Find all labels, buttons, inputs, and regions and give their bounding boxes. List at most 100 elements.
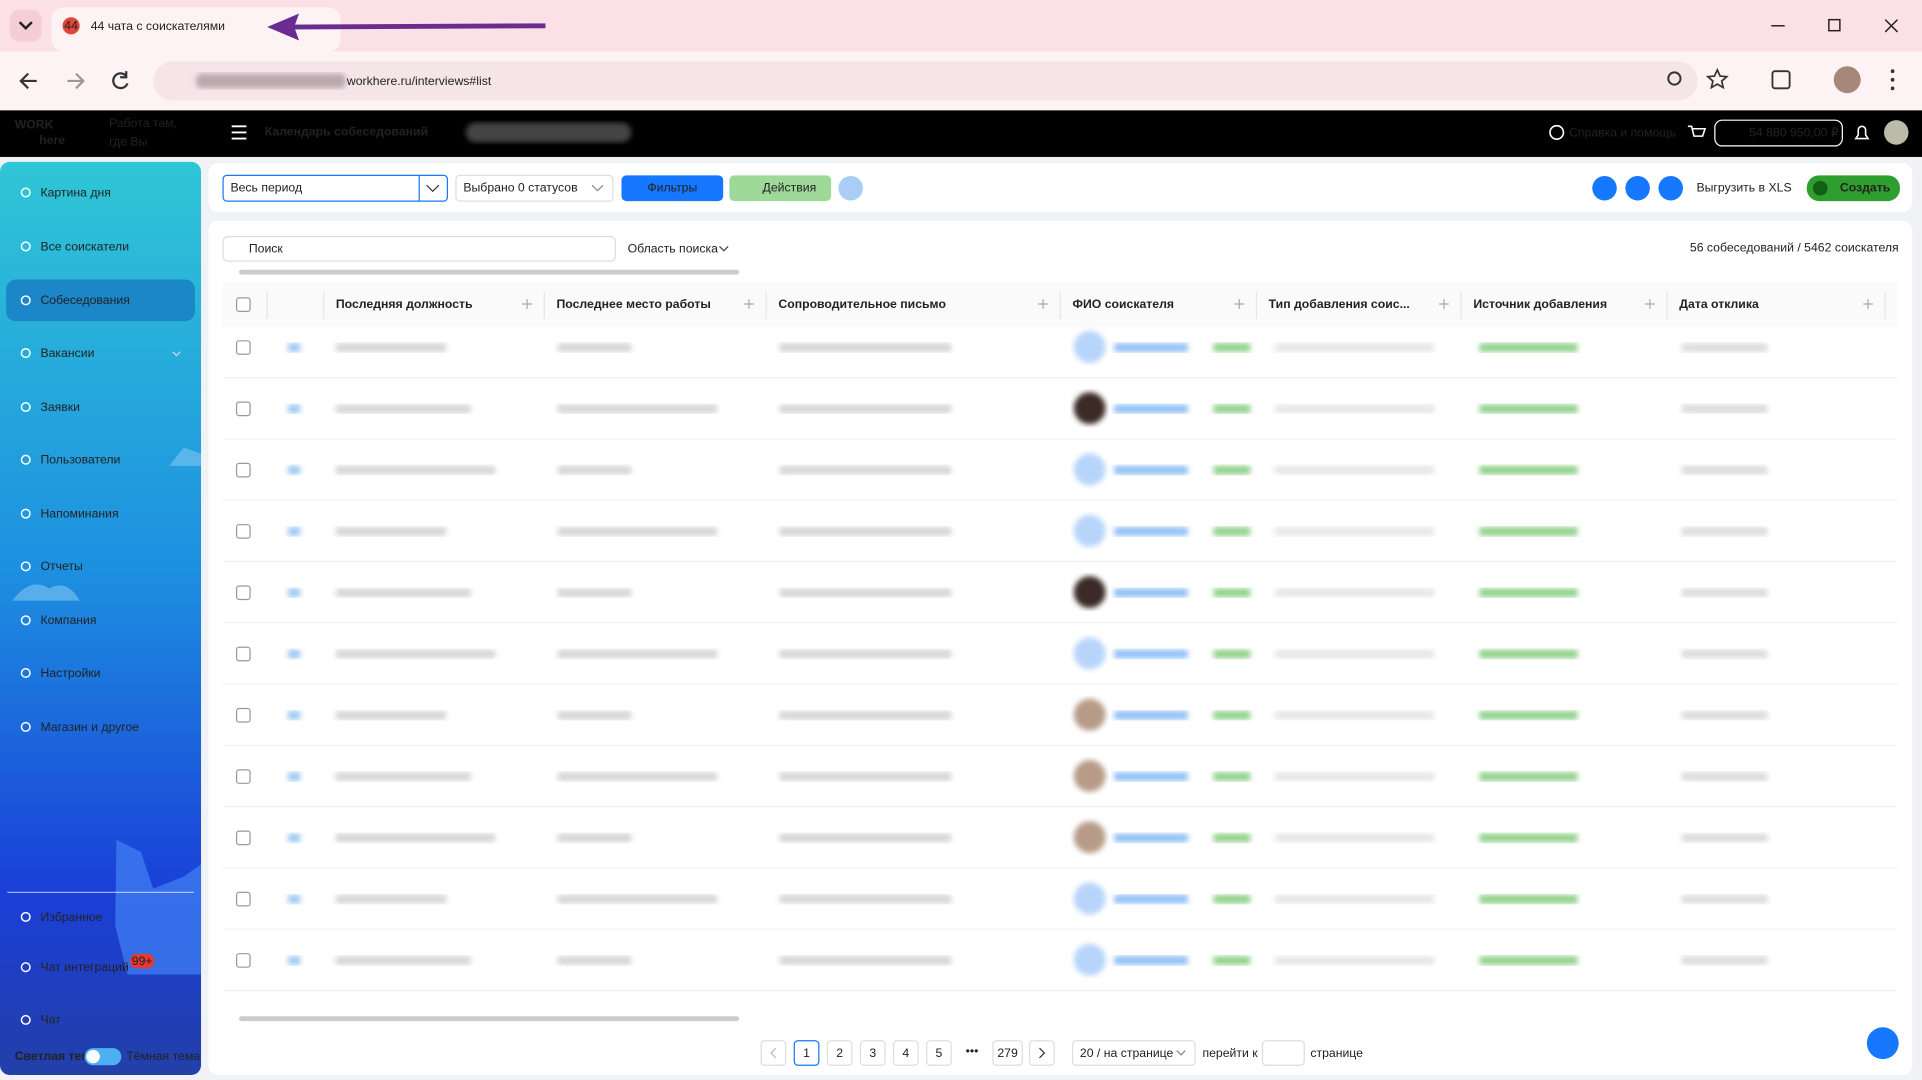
- nav-item[interactable]: Картина дня: [40, 185, 110, 199]
- user-blur: [465, 122, 632, 143]
- blurred-cell: [557, 956, 632, 965]
- cart[interactable]: [1687, 125, 1707, 137]
- column-header[interactable]: Тип добавления соис...: [1269, 297, 1410, 311]
- star[interactable]: [1705, 67, 1729, 90]
- blurred-cell: [1213, 588, 1251, 597]
- page-number: 2: [836, 1046, 843, 1060]
- row-checkbox[interactable]: [235, 830, 251, 846]
- button-label: Фильтры: [647, 180, 697, 194]
- row-checkbox[interactable]: [235, 646, 251, 662]
- period-select[interactable]: [222, 174, 449, 202]
- blurred-cell: [335, 404, 471, 414]
- table-card: [208, 220, 1913, 1076]
- column-header[interactable]: Последняя должность: [336, 297, 473, 311]
- back[interactable]: [19, 72, 37, 90]
- blurred-cell: [1114, 527, 1188, 536]
- tab-menu[interactable]: [9, 9, 42, 42]
- avatar[interactable]: [1884, 120, 1909, 145]
- blurred-cell: [779, 772, 952, 781]
- page-btn[interactable]: [793, 1040, 820, 1066]
- column-header[interactable]: Дата отклика: [1679, 297, 1759, 311]
- blurred-cell: [1213, 527, 1251, 536]
- icon-btn[interactable]: [1658, 175, 1683, 201]
- icon-btn[interactable]: [1592, 175, 1617, 201]
- icon-btn[interactable]: [1625, 175, 1650, 201]
- row-checkbox[interactable]: [235, 524, 251, 539]
- nav-item[interactable]: Избранное: [40, 910, 102, 924]
- nav-item[interactable]: Все соискатели: [40, 239, 129, 253]
- next-btn[interactable]: [1029, 1040, 1055, 1066]
- profile[interactable]: [1833, 66, 1861, 94]
- search-input[interactable]: [222, 236, 616, 262]
- goto-input[interactable]: [1261, 1040, 1305, 1066]
- nav-item[interactable]: Собеседования: [40, 293, 129, 307]
- chevron: [770, 1047, 777, 1059]
- button-label[interactable]: Выгрузить в XLS: [1696, 180, 1791, 194]
- scope-select[interactable]: Область поиска: [628, 242, 719, 256]
- blurred-cell: [1479, 833, 1578, 843]
- blurred-row: [288, 894, 1768, 904]
- nav-item[interactable]: Заявки: [40, 400, 80, 414]
- active-tab[interactable]: [51, 7, 341, 52]
- candidate-avatar: [1073, 331, 1106, 363]
- page-btn[interactable]: [992, 1040, 1023, 1066]
- blurred-cell: [1681, 465, 1768, 475]
- column-header[interactable]: Последнее место работы: [556, 297, 710, 311]
- nav-item[interactable]: Чат: [40, 1013, 61, 1027]
- row-checkbox[interactable]: [235, 769, 251, 784]
- row-checkbox[interactable]: [235, 340, 251, 355]
- select-all[interactable]: [235, 297, 251, 313]
- blurred-cell: [288, 894, 301, 904]
- column-header[interactable]: Сопроводительное письмо: [778, 297, 946, 311]
- url[interactable]: workhere.ru/interviews#list: [346, 74, 492, 88]
- column-header[interactable]: Источник добавления: [1473, 297, 1607, 311]
- status-select[interactable]: [455, 174, 614, 202]
- row-checkbox[interactable]: [235, 462, 251, 478]
- row-checkbox[interactable]: [235, 585, 251, 601]
- blurred-row: [288, 649, 1768, 659]
- create-btn[interactable]: [1806, 175, 1900, 202]
- blurred-cell: [1681, 343, 1768, 352]
- restore: [1828, 18, 1841, 32]
- blurred-cell: [779, 465, 952, 475]
- blurred-cell: [1213, 343, 1251, 352]
- button-label: Действия: [763, 180, 817, 194]
- forward[interactable]: [67, 72, 85, 90]
- help-link[interactable]: Справка и помощь: [1569, 125, 1676, 139]
- nav-item[interactable]: Напоминания: [40, 506, 118, 520]
- nav-item[interactable]: Чат интеграций: [40, 960, 128, 974]
- page-btn[interactable]: [826, 1040, 853, 1066]
- burger[interactable]: [231, 125, 247, 140]
- toggle-knob: [86, 1049, 100, 1064]
- row-checkbox[interactable]: [235, 707, 251, 723]
- nav-item[interactable]: Пользователи: [40, 453, 120, 467]
- balance-box[interactable]: [1714, 119, 1843, 147]
- nav-item[interactable]: Вакансии: [40, 346, 94, 360]
- blurred-cell: [1479, 527, 1578, 536]
- page-btn[interactable]: [926, 1040, 952, 1066]
- blurred-cell: [288, 649, 301, 659]
- page-btn[interactable]: [859, 1040, 886, 1066]
- prev-btn[interactable]: [760, 1040, 787, 1066]
- extensions[interactable]: [1771, 70, 1791, 90]
- tab-title[interactable]: 44 чата с соискателями: [91, 19, 225, 33]
- bell[interactable]: [1854, 125, 1870, 140]
- filters-btn[interactable]: [621, 175, 724, 202]
- nav-item[interactable]: Магазин и другое: [40, 720, 139, 734]
- chevron: [1039, 1047, 1046, 1059]
- omnibox[interactable]: [153, 61, 1698, 101]
- row-checkbox[interactable]: [235, 953, 251, 968]
- column-header[interactable]: ФИО соискателя: [1073, 297, 1175, 311]
- history-btn[interactable]: [838, 175, 863, 201]
- nav-item[interactable]: Компания: [40, 613, 96, 627]
- actions-btn[interactable]: [729, 175, 832, 202]
- tab-favicon: [62, 17, 80, 35]
- row-checkbox[interactable]: [235, 891, 251, 907]
- nav-item[interactable]: Отчеты: [40, 559, 82, 573]
- reload[interactable]: [112, 71, 129, 90]
- per-page[interactable]: [1071, 1040, 1196, 1066]
- row-checkbox[interactable]: [235, 401, 251, 417]
- page-btn[interactable]: [892, 1040, 919, 1066]
- nav-item[interactable]: Настройки: [40, 666, 100, 680]
- chat-fab[interactable]: [1866, 1027, 1899, 1060]
